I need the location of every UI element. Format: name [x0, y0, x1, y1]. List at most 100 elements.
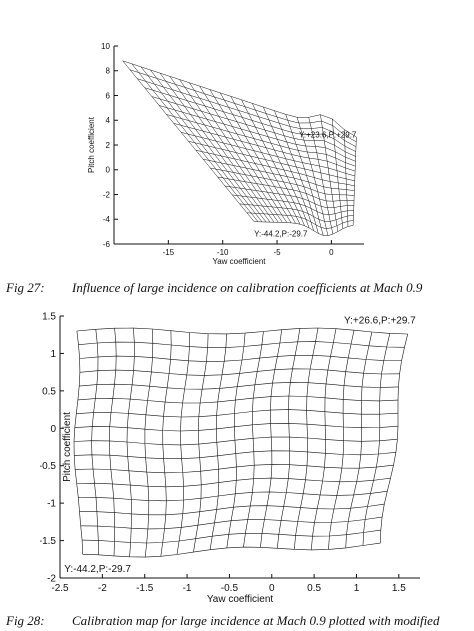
mesh-line-constant-pitch [239, 203, 354, 222]
mesh-line-constant-pitch [74, 423, 399, 432]
mesh-line-constant-pitch [79, 503, 385, 516]
x-tick-label: -15 [163, 248, 175, 257]
mesh-line-constant-pitch [82, 529, 381, 544]
mesh-line-constant-pitch [232, 194, 354, 215]
mesh-line-constant-yaw [193, 333, 209, 553]
x-tick-label: -5 [273, 248, 281, 257]
mesh-line-constant-pitch [195, 149, 355, 187]
y-tick-label: 8 [106, 67, 111, 76]
y-tick-label: -1 [47, 499, 56, 510]
y-tick-label: 4 [106, 116, 111, 125]
x-tick-label: -2.5 [51, 583, 69, 594]
mesh-line-constant-pitch [181, 132, 355, 177]
mesh-line-constant-pitch [78, 341, 405, 348]
mesh-line-constant-pitch [203, 158, 355, 191]
x-axis-label: Yaw coefficient [207, 594, 274, 605]
y-tick-label: -1.5 [40, 536, 56, 547]
mesh-line-constant-yaw [108, 328, 117, 556]
figure-28-number: Fig 28: [6, 613, 45, 628]
mesh-line-constant-pitch [77, 395, 399, 404]
mesh-line-constant-yaw [243, 331, 264, 548]
mesh-line-constant-yaw [144, 328, 154, 558]
y-tick-label: -2 [47, 574, 56, 585]
mesh-line-constant-pitch [79, 368, 400, 376]
mesh-line-constant-pitch [224, 185, 354, 209]
y-tick-label: -4 [103, 215, 111, 224]
x-tick-label: -1.5 [136, 583, 154, 594]
mesh-line-constant-yaw [91, 329, 99, 555]
mesh-line-constant-pitch [75, 464, 394, 474]
x-tick-label: -0.5 [221, 583, 239, 594]
mesh-line-constant-pitch [129, 69, 357, 143]
x-tick-label: -1 [183, 583, 192, 594]
y-tick-label: 1 [50, 349, 56, 360]
mesh-line-constant-pitch [151, 96, 356, 157]
y-tick-label: 2 [106, 141, 111, 150]
mesh-line-constant-yaw [73, 330, 83, 555]
mesh-line-constant-pitch [122, 60, 357, 138]
figure-27-chart: 10 8 6 4 2 0 -2 -4 -6 -15 -10 -5 0 Yaw coefficient Pit… [87, 42, 364, 266]
y-tick-label: -0.5 [40, 461, 56, 472]
y-tick-label: 6 [106, 91, 111, 100]
mesh-line-constant-yaw [263, 106, 314, 231]
x-tick-label: 1 [354, 583, 360, 594]
y-tick-label: 1.5 [42, 312, 56, 323]
mesh-line-constant-yaw [260, 329, 282, 548]
x-tick-label: 0 [269, 583, 275, 594]
figure-27-number: Fig 27: [6, 280, 45, 295]
x-tick-label: 0.5 [307, 583, 321, 594]
mesh-line-constant-pitch [137, 78, 357, 147]
mesh-line-constant-yaw [362, 333, 391, 546]
y-tick-label: -6 [103, 240, 111, 249]
y-tick-label: 10 [101, 42, 110, 51]
mesh-line-constant-yaw [345, 331, 373, 548]
mesh-line-constant-pitch [188, 141, 355, 182]
x-axis-label: Yaw coefficient [212, 257, 266, 266]
mesh-line-constant-yaw [277, 328, 301, 549]
y-tick-label: 0 [106, 166, 111, 175]
x-tick-label: -2 [98, 583, 107, 594]
mesh-line-constant-pitch [79, 355, 402, 362]
mesh-line-constant-pitch [74, 450, 396, 459]
mesh-line-constant-pitch [73, 436, 398, 446]
mesh-line-constant-yaw [160, 330, 172, 557]
mesh-line-constant-pitch [78, 490, 388, 502]
mesh-line-constant-pitch [80, 516, 383, 530]
corner-annotation: Y:-44.2,P:-29.7 [254, 230, 308, 239]
mesh-line-constant-pitch [217, 176, 355, 202]
mesh-line-constant-yaw [209, 333, 227, 550]
mesh-line-constant-pitch [159, 105, 356, 162]
mesh-line-constant-yaw [122, 60, 255, 222]
y-axis-label: Pitch coefficient [62, 412, 73, 482]
mesh-line-constant-yaw [252, 103, 310, 228]
mesh-line-constant-pitch [173, 123, 356, 172]
figure-28-chart: 1.510.50-0.5-1-1.5-2-2.5 -2 -1.5 -1 -0.5 0 0.5… [40, 312, 420, 605]
mesh-line-constant-pitch [76, 409, 399, 418]
mesh-line-constant-pitch [210, 167, 355, 196]
y-tick-label: -2 [103, 190, 111, 199]
mesh-line-constant-pitch [246, 212, 354, 229]
mesh-line-constant-pitch [166, 114, 356, 167]
corner-annotation: Y:+26.6,P:+29.7 [344, 315, 416, 326]
mesh-line-constant-yaw [226, 333, 246, 548]
y-tick-label: 0 [50, 424, 56, 435]
corner-annotation: Y:+23.6,P:+29.7 [299, 131, 357, 140]
mesh-line-constant-pitch [144, 87, 356, 152]
y-tick-label: 0.5 [42, 386, 56, 397]
mesh-line-constant-pitch [254, 221, 354, 236]
figure-27-caption-text: Influence of large incidence on calibrat… [72, 280, 423, 295]
x-tick-label: 0 [329, 248, 334, 257]
mesh-line-constant-pitch [76, 327, 408, 335]
mesh-line-constant-yaw [380, 333, 408, 544]
corner-annotation: Y:-44.2,P:-29.7 [64, 564, 131, 575]
x-tick-label: -10 [217, 248, 229, 257]
figure-28-caption-text: Calibration map for large incidence at M… [72, 613, 440, 628]
mesh-line-constant-pitch [79, 382, 399, 390]
figure-27-caption: Fig 27: Influence of large incidence on c… [6, 280, 422, 296]
y-axis-label: Pitch coefficient [87, 116, 96, 173]
mesh-line-constant-yaw [176, 332, 190, 555]
figure-28-caption: Fig 28: Calibration map for large inciden… [6, 613, 439, 629]
x-tick-label: 1.5 [392, 583, 406, 594]
mesh-line-constant-pitch [76, 477, 391, 488]
mesh-line-constant-yaw [343, 129, 349, 227]
